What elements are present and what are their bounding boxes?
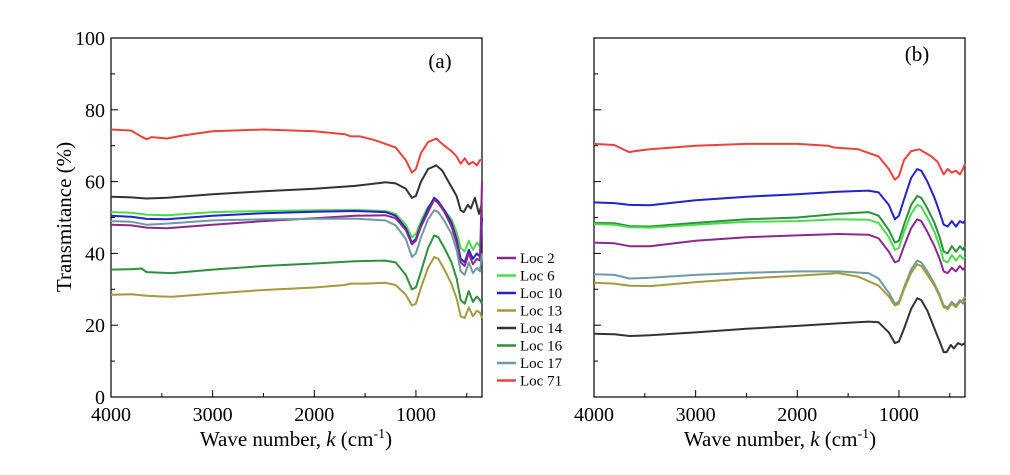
panel-b-x-tick-label: 4000 [574,404,614,426]
legend-label: Loc 71 [520,374,562,390]
panel-a-y-tick-label: 40 [85,243,105,265]
panel-a-x-tick-label: 4000 [91,404,131,426]
legend-label: Loc 10 [520,286,562,302]
panel-a-ticks: 4000 3000 2000 1000 0 20 40 60 80 100 [75,28,468,426]
legend-label: Loc 14 [520,321,563,337]
panel-b-x-axis-label-close: ) [869,427,876,451]
panel-b-x-axis-label-var: k [810,427,820,451]
series-line-loc-13 [593,263,966,310]
panel-a: 4000 3000 2000 1000 0 20 40 60 80 100 (a) Transmi… [52,28,483,451]
panel-a-y-tick-label: 20 [85,315,105,337]
panel-a-x-axis-label-text: Wave number, [200,427,326,451]
panel-b-label: (b) [905,42,930,66]
legend-label: Loc 6 [520,269,555,285]
panel-a-x-axis-label-sup: -1 [373,427,385,442]
series-line-loc-2 [593,218,966,275]
series-line-loc-14 [593,297,966,354]
panel-a-y-axis-label: Transmitance (%) [52,142,76,292]
series-line-loc-6 [110,199,483,253]
panel-b-ticks: 4000 3000 2000 1000 [574,37,951,426]
panel-b-x-tick-label: 1000 [879,404,919,426]
series-line-loc-17 [110,209,483,276]
panel-b: 4000 3000 2000 1000 (b) Wave number, k (cm-… [574,37,966,451]
panel-a-y-tick-label: 0 [95,387,105,409]
panel-a-y-tick-label: 100 [75,28,105,50]
legend-label: Loc 13 [520,304,562,320]
panel-b-x-tick-label: 3000 [676,404,716,426]
series-line-loc-71 [110,128,482,174]
panel-b-x-axis-label-sup: -1 [857,427,869,442]
series-line-loc-6 [593,203,966,264]
panel-b-series [593,142,966,354]
legend-label: Loc 17 [520,356,563,372]
panel-a-x-tick-label: 1000 [396,404,436,426]
panel-a-x-axis-label: Wave number, k (cm-1) [200,427,392,451]
series-line-loc-16 [110,234,483,305]
series-line-loc-71 [593,142,966,181]
panel-a-x-tick-label: 2000 [294,404,334,426]
panel-a-series [110,128,483,319]
panel-b-x-axis-label-text: Wave number, [684,427,810,451]
series-line-loc-13 [110,256,483,319]
panel-a-y-tick-label: 60 [85,172,105,194]
panel-a-x-axis-label-close: ) [385,427,392,451]
panel-b-x-tick-label: 2000 [777,404,817,426]
series-line-loc-14 [110,164,483,215]
panel-a-y-tick-label: 80 [85,100,105,122]
legend-label: Loc 16 [520,339,563,355]
panel-a-x-axis-label-var: k [326,427,336,451]
series-line-loc-2 [110,181,483,267]
series-line-loc-10 [593,168,966,228]
panel-a-x-axis-label-unit: (cm [336,427,374,451]
panel-b-x-axis-label-unit: (cm [820,427,858,451]
series-line-loc-16 [593,195,966,255]
series-line-loc-17 [593,259,966,309]
panel-b-x-axis-label: Wave number, k (cm-1) [684,427,876,451]
panel-a-label: (a) [428,49,451,73]
panel-a-x-tick-label: 3000 [193,404,233,426]
legend-label: Loc 2 [520,251,555,267]
